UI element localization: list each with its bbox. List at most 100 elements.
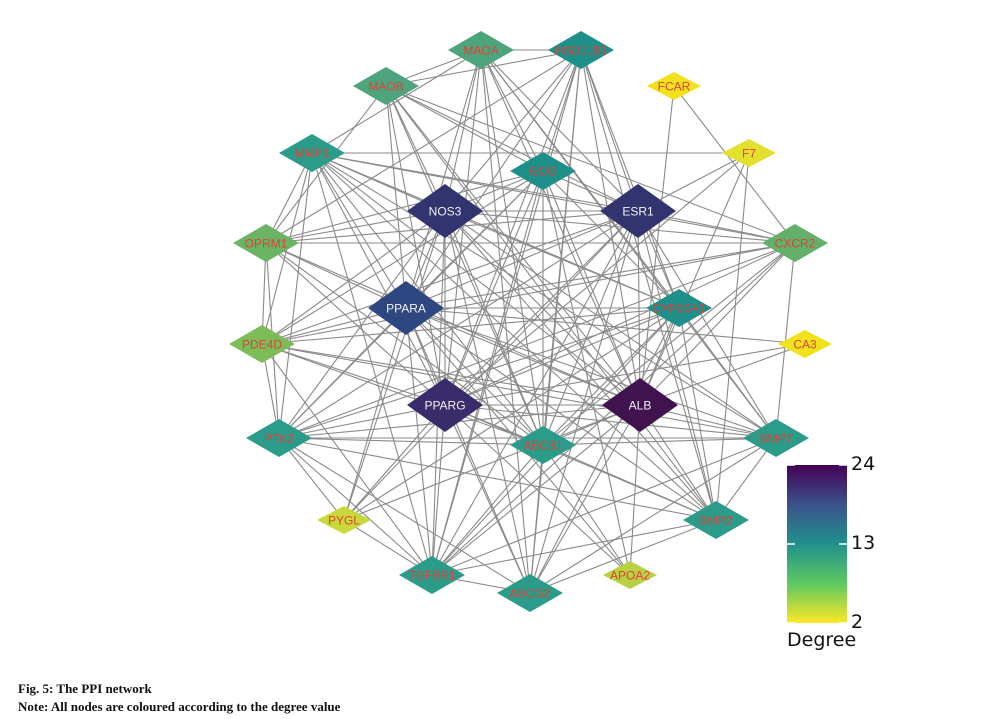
node-pygl: PYGL (317, 506, 371, 534)
edge-gcg-oprm1 (265, 170, 544, 244)
edge-cxcr2-abcb1 (542, 242, 796, 446)
node-gcg: GCG (510, 152, 576, 190)
edge-hsd11b1-tgfbr1 (431, 49, 582, 576)
node-shape-tgfbr1 (399, 556, 465, 594)
edge-maob-ppara (385, 85, 407, 309)
edge-gcg-tgfbr1 (431, 170, 544, 576)
edge-hsd11b1-esr1 (580, 49, 639, 212)
node-shape-ptk2 (246, 419, 312, 457)
node-ppara: PPARA (368, 281, 444, 335)
node-label-apoa2: APOA2 (610, 569, 650, 583)
edge-mmp1-pparg (311, 152, 446, 406)
node-shape-mmp1 (279, 134, 345, 172)
edge-abcb1-bmp2 (542, 444, 717, 521)
edge-gcg-pparg (444, 170, 544, 406)
edge-mmp1-bmp7 (311, 152, 777, 439)
edge-f7-alb (639, 152, 750, 406)
node-shape-maob (353, 67, 419, 105)
node-shape-f7 (722, 139, 776, 167)
legend-tick-label-2: 2 (851, 611, 864, 633)
edge-pparg-abcg2 (444, 404, 531, 594)
edge-nos3-pde4d (261, 210, 446, 345)
node-abcb1: ABCB1 (510, 426, 576, 464)
node-label-gcg: GCG (529, 165, 556, 179)
node-bmp2: BMP2 (683, 501, 749, 539)
node-label-ppara: PPARA (386, 302, 426, 316)
edge-esr1-tgfbr1 (431, 210, 639, 576)
node-label-oprm1: OPRM1 (245, 237, 288, 251)
edge-bmp2-abcg2 (529, 519, 717, 594)
edge-ca3-alb (639, 343, 806, 406)
edge-cxcr2-ppara (405, 242, 796, 309)
node-shape-gcg (510, 152, 576, 190)
edge-oprm1-abcb1 (265, 242, 544, 446)
degree-legend (787, 464, 847, 624)
edge-cxcr2-ptk2 (278, 242, 796, 439)
edge-nos3-bmp7 (444, 210, 777, 439)
node-shape-nos3 (407, 184, 483, 238)
legend-tick-label-13: 13 (851, 532, 876, 554)
edge-ptk2-tgfbr1 (278, 437, 433, 576)
edge-bmp2-tgfbr1 (431, 519, 717, 576)
edge-hsd11b1-gcg (542, 49, 582, 172)
edge-cyp19a1-pde4d (261, 307, 680, 345)
node-label-hsd11b1: HSD11B1 (555, 44, 608, 58)
edge-pparg-tgfbr1 (431, 404, 446, 576)
edge-esr1-ptk2 (278, 210, 639, 439)
edge-ptk2-abcb1 (278, 437, 544, 446)
edge-maoa-pparg (444, 49, 482, 406)
edge-bmp7-abcg2 (529, 437, 777, 594)
edge-ppara-bmp2 (405, 307, 717, 521)
node-label-pygl: PYGL (328, 514, 360, 528)
edge-cyp19a1-abcg2 (529, 307, 680, 594)
node-hsd11b1: HSD11B1 (548, 31, 614, 69)
node-shape-pde4d (229, 325, 295, 363)
edge-nos3-abcb1 (444, 210, 544, 446)
edge-oprm1-pparg (265, 242, 446, 406)
edge-cyp19a1-ptk2 (278, 307, 680, 439)
node-label-maoa: MAOA (463, 44, 498, 58)
edge-mmp1-ppara (311, 152, 407, 309)
node-alb: ALB (602, 378, 678, 432)
node-label-abcg2: ABCG2 (510, 587, 551, 601)
edge-esr1-abcb1 (542, 210, 639, 446)
edge-pparg-bmp7 (444, 404, 777, 439)
edge-abcb1-bmp7 (542, 437, 777, 446)
edge-maoa-abcg2 (480, 49, 531, 594)
node-shape-ppara (368, 281, 444, 335)
node-shape-ca3 (778, 330, 832, 358)
node-cyp19a1: CYP19A1 (646, 289, 712, 327)
node-bmp7: BMP7 (743, 419, 809, 457)
node-shape-bmp7 (743, 419, 809, 457)
node-mmp1: MMP1 (279, 134, 345, 172)
edge-cyp19a1-bmp2 (678, 307, 717, 521)
edge-nos3-bmp2 (444, 210, 717, 521)
edge-pde4d-tgfbr1 (261, 343, 433, 576)
degree-colorbar (787, 465, 847, 623)
node-layer: MAOA HSD11B1 MAOB FCAR MMP1 GCG F7 NOS3 ESR1 OPRM… (229, 31, 832, 612)
node-shape-oprm1 (233, 224, 299, 262)
node-oprm1: OPRM1 (233, 224, 299, 262)
legend-title: Degree (787, 629, 857, 651)
edge-abcb1-abcg2 (529, 444, 544, 594)
edge-cxcr2-alb (639, 242, 796, 406)
edge-hsd11b1-maob (385, 49, 582, 87)
edge-cxcr2-pde4d (261, 242, 796, 345)
edge-esr1-pde4d (261, 210, 639, 345)
edge-mmp1-ptk2 (278, 152, 313, 439)
edge-alb-abcg2 (529, 404, 641, 594)
node-esr1: ESR1 (600, 184, 676, 238)
edge-alb-apoa2 (629, 404, 641, 576)
edge-pde4d-bmp7 (261, 343, 777, 439)
edge-maob-pparg (385, 85, 446, 406)
edge-esr1-bmp7 (637, 210, 777, 439)
edge-bmp7-tgfbr1 (431, 437, 777, 576)
edge-ptk2-bmp2 (278, 437, 717, 521)
node-shape-cxcr2 (762, 224, 828, 262)
edge-maob-gcg (385, 85, 544, 172)
edge-alb-pygl (343, 404, 641, 521)
node-label-alb: ALB (629, 399, 652, 413)
edge-abcb1-tgfbr1 (431, 444, 544, 576)
node-ptk2: PTK2 (246, 419, 312, 457)
edge-maoa-ppara (405, 49, 482, 309)
